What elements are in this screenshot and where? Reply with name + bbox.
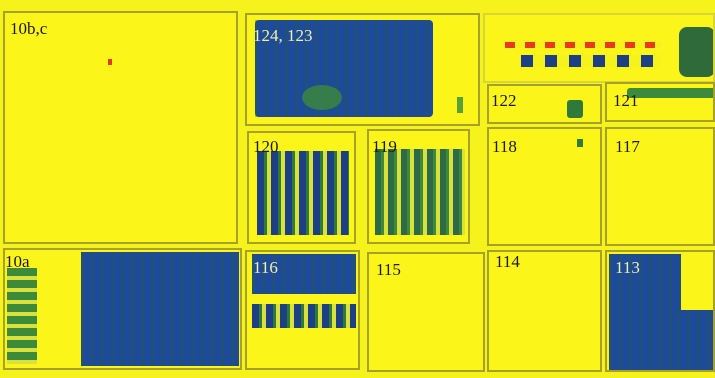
vegetation-dense — [81, 252, 239, 366]
plot-label-118: 118 — [492, 137, 517, 156]
vegetation-blue-row — [521, 55, 661, 67]
vegetation-red-row — [505, 42, 661, 48]
plot-label-115: 115 — [376, 260, 401, 279]
plot-120 — [247, 131, 356, 244]
vegetation-green-patch — [302, 85, 342, 110]
vegetation-dense — [252, 254, 356, 294]
plot-122 — [487, 84, 602, 124]
plot-label-120: 120 — [253, 137, 279, 156]
vegetation-dense — [677, 310, 713, 370]
vegetation-green-patch — [457, 97, 463, 113]
plot-label-114: 114 — [495, 252, 520, 271]
plot-label-10bc: 10b,c — [10, 19, 48, 38]
plot-label-124-123: 124, 123 — [253, 26, 313, 45]
plot-114 — [487, 250, 602, 372]
plot-118 — [487, 127, 602, 246]
plot-119 — [367, 129, 470, 244]
plot-label-117: 117 — [615, 137, 640, 156]
plot-113 — [605, 250, 715, 372]
vegetation-green-spot — [577, 139, 583, 147]
vegetation-dense — [609, 254, 681, 370]
vegetation-green-band — [627, 88, 713, 98]
plot-116 — [245, 250, 360, 370]
plot-label-119: 119 — [372, 137, 397, 156]
plot-label-10a: 10a — [5, 252, 30, 271]
plot-115 — [367, 252, 485, 372]
red-marker — [108, 59, 112, 65]
vegetation-rows — [257, 151, 349, 235]
vegetation-green-patch — [679, 27, 713, 77]
plot-label-113: 113 — [615, 258, 640, 277]
vegetation-green-patch — [567, 100, 583, 118]
plot-10a — [3, 248, 242, 370]
plot-10bc — [3, 11, 238, 244]
plot-117 — [605, 127, 715, 246]
plot-124-123 — [245, 13, 480, 126]
plot-label-122: 122 — [491, 91, 517, 110]
vegetation-dense — [255, 20, 433, 117]
plot-121 — [605, 82, 715, 122]
vegetation-green-edge — [7, 268, 37, 364]
vegetation-rows — [252, 304, 356, 328]
plot-top-right-strip — [483, 13, 715, 83]
vegetation-rows — [375, 149, 465, 235]
plot-label-121: 121 — [613, 91, 639, 110]
plot-label-116: 116 — [253, 258, 278, 277]
